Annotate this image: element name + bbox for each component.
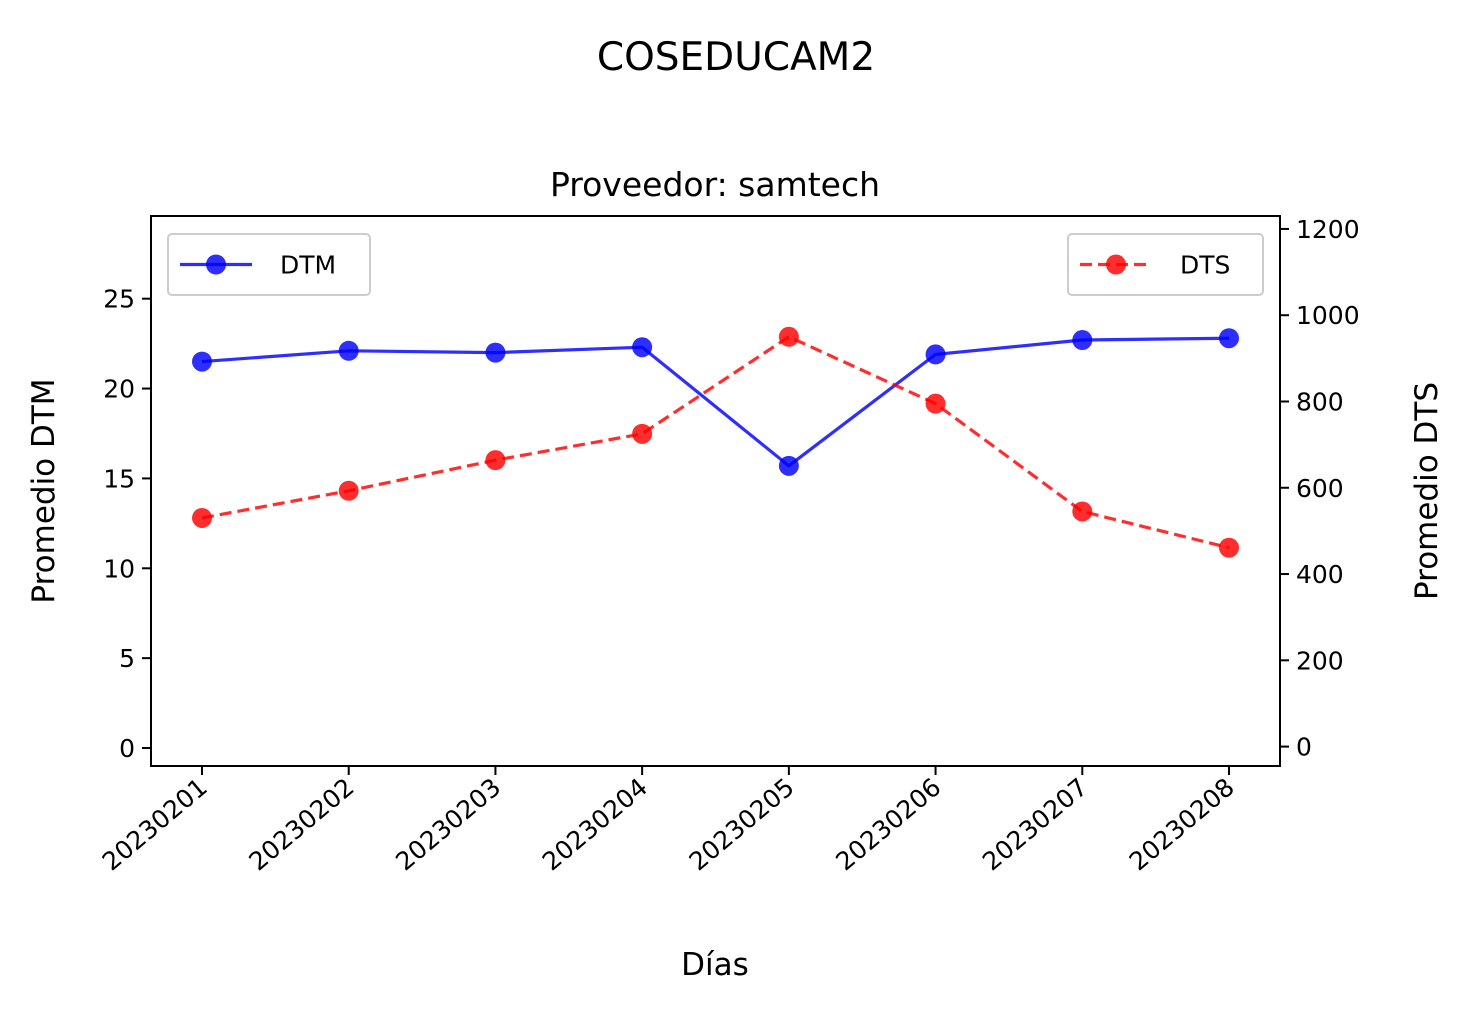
y-axis-right-title: Promedio DTS [1409, 382, 1445, 600]
y-right-tick-label: 0 [1296, 733, 1312, 762]
x-tick-label: 20230207 [977, 772, 1093, 876]
legend-dts-label: DTS [1180, 251, 1230, 280]
y-right-tick-label: 400 [1296, 560, 1344, 589]
series-point-dtm [192, 351, 212, 372]
series-point-dtm [1219, 328, 1239, 349]
y-left-tick-label: 15 [103, 464, 135, 493]
y-left-tick-label: 20 [103, 375, 135, 404]
x-tick-label: 20230208 [1124, 772, 1240, 876]
series-point-dtm [778, 455, 799, 476]
series-point-dtm [1072, 330, 1093, 351]
y-left-tick-label: 5 [119, 644, 135, 673]
y-left-tick-label: 25 [103, 285, 135, 314]
series-point-dts [192, 507, 212, 528]
series-point-dts [485, 450, 506, 471]
x-axis-title: Días [681, 947, 749, 983]
plot-frame [150, 215, 1281, 767]
series-point-dts [778, 326, 799, 347]
chart-title: Proveedor: samtech [550, 165, 880, 204]
x-tick-label: 20230201 [97, 772, 213, 876]
legend-dtm-box [167, 233, 371, 296]
series-point-dtm [338, 340, 359, 361]
y-right-tick-label: 1200 [1296, 215, 1360, 244]
series-point-dts [1072, 501, 1093, 522]
series-point-dtm [632, 337, 653, 358]
legend-dts-swatch-marker [1106, 254, 1126, 275]
series-point-dts [338, 480, 359, 501]
legend-dtm-swatch-marker [206, 254, 226, 275]
y-right-tick-label: 600 [1296, 474, 1344, 503]
x-tick-label: 20230206 [830, 772, 946, 876]
series-point-dtm [485, 342, 506, 363]
x-tick-label: 20230203 [390, 772, 506, 876]
plot-area: 0 5 10 15 20 25 0 200 400 600 800 1000 1200 20230201 2… [97, 215, 1360, 876]
y-left-tick-label: 10 [103, 554, 135, 583]
y-right-tick-label: 800 [1296, 387, 1344, 416]
y-left-tick-label: 0 [119, 734, 135, 763]
series-point-dtm [925, 344, 946, 365]
series-point-dts [1219, 537, 1239, 558]
y-right-tick-label: 200 [1296, 646, 1344, 675]
series-line-dtm [201, 336, 1230, 468]
legend-dts-box [1067, 233, 1264, 296]
y-axis-left-title: Promedio DTM [26, 378, 62, 603]
legend-dtm-label: DTM [280, 251, 336, 280]
x-tick-label: 20230202 [243, 772, 359, 876]
series-line-dts [201, 334, 1230, 550]
y-right-tick-label: 1000 [1296, 301, 1360, 330]
x-tick-label: 20230204 [537, 772, 653, 876]
series-point-dts [925, 393, 946, 414]
chart-suptitle: COSEDUCAM2 [597, 35, 875, 80]
series-point-dts [632, 423, 653, 444]
x-tick-label: 20230205 [684, 772, 800, 876]
